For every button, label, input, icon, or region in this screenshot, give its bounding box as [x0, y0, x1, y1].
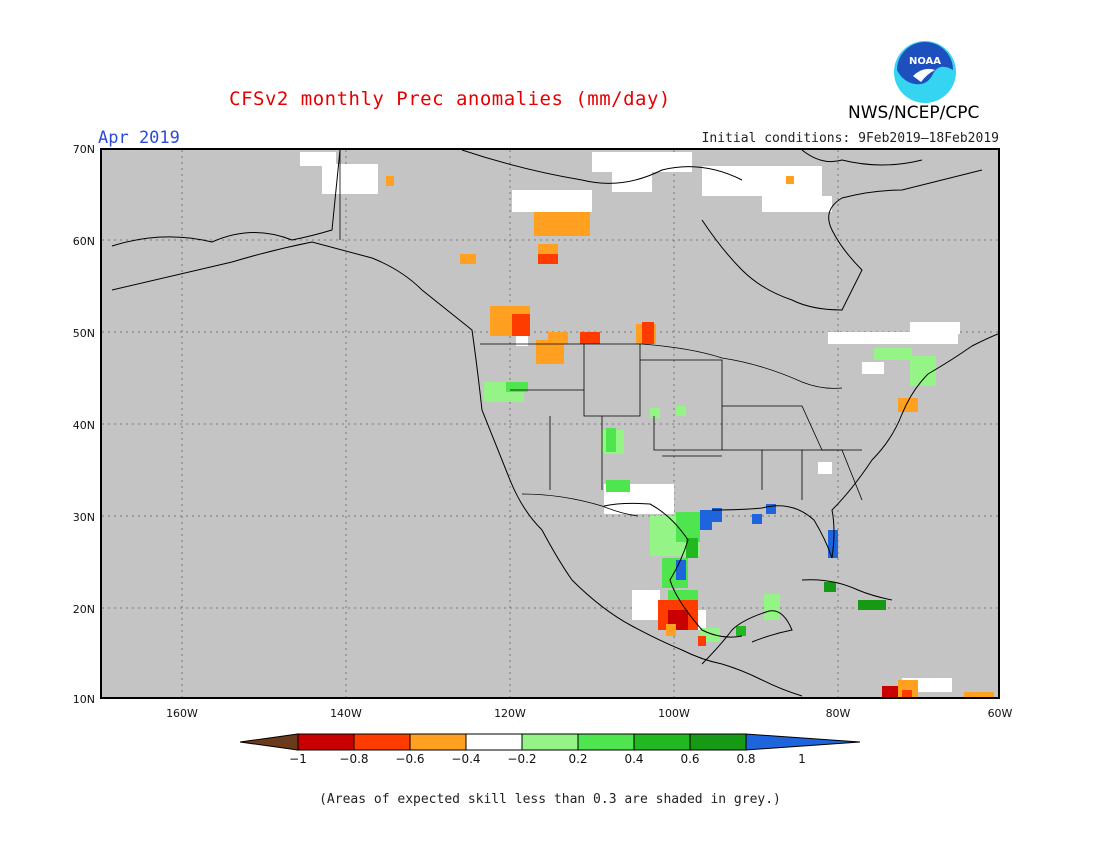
color-scale-right-arrow — [745, 733, 861, 751]
lat-label: 40N — [72, 419, 95, 432]
lon-label: 80W — [825, 707, 851, 720]
color-scale-swatch — [353, 733, 411, 751]
lon-label: 120W — [494, 707, 526, 720]
lat-label: 60N — [72, 235, 95, 248]
anomaly-map — [100, 148, 1000, 699]
chart-title: CFSv2 monthly Prec anomalies (mm/day) — [229, 88, 671, 110]
initial-conditions: Initial conditions: 9Feb2019–18Feb2019 — [701, 131, 999, 146]
political-borders — [339, 150, 863, 517]
color-scale-label: −0.4 — [451, 752, 481, 766]
lon-label: 160W — [166, 707, 198, 720]
forecast-month: Apr 2019 — [98, 128, 180, 148]
color-scale-label: 0.8 — [736, 752, 756, 766]
color-scale-swatch — [409, 733, 467, 751]
lat-label: 30N — [72, 511, 95, 524]
color-scale-label: 1 — [798, 752, 806, 766]
wet-anomalies — [484, 348, 936, 642]
color-scale-swatch — [521, 733, 579, 751]
color-scale-label: −0.2 — [507, 752, 537, 766]
color-scale-label: −0.8 — [339, 752, 369, 766]
color-scale-swatch — [297, 733, 355, 751]
color-scale-swatch — [633, 733, 691, 751]
skill-footnote: (Areas of expected skill less than 0.3 a… — [319, 792, 781, 807]
color-scale-label: −1 — [289, 752, 307, 766]
svg-text:NOAA: NOAA — [909, 56, 941, 67]
neutral-patches — [300, 152, 960, 692]
color-scale-label: 0.2 — [568, 752, 588, 766]
color-scale-label: 0.4 — [624, 752, 644, 766]
agency-label: NWS/NCEP/CPC — [848, 103, 980, 123]
coastlines — [111, 150, 998, 697]
map-canvas — [102, 150, 998, 697]
lon-label: 100W — [658, 707, 690, 720]
color-scale-swatch — [689, 733, 747, 751]
lon-label: 140W — [330, 707, 362, 720]
color-scale-swatch — [577, 733, 635, 751]
lat-label: 70N — [72, 143, 95, 156]
noaa-logo-icon: NOAA — [894, 41, 956, 103]
lat-label: 20N — [72, 603, 95, 616]
color-scale-label: 0.6 — [680, 752, 700, 766]
lon-label: 60W — [987, 707, 1013, 720]
color-scale-bar — [240, 733, 861, 751]
dry-anomalies — [386, 176, 994, 697]
lat-label: 10N — [72, 693, 95, 706]
color-scale-label: −0.6 — [395, 752, 425, 766]
color-scale-swatch — [465, 733, 523, 751]
color-scale-left-arrow — [240, 733, 299, 751]
lat-label: 50N — [72, 327, 95, 340]
